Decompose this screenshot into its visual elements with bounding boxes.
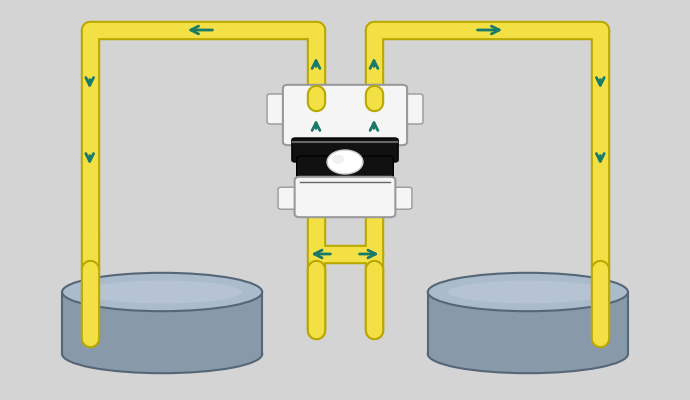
Ellipse shape (62, 273, 262, 311)
FancyBboxPatch shape (295, 177, 395, 217)
Polygon shape (62, 292, 262, 354)
FancyBboxPatch shape (292, 138, 398, 162)
FancyBboxPatch shape (297, 156, 393, 184)
Ellipse shape (332, 155, 344, 164)
Ellipse shape (428, 273, 628, 311)
Ellipse shape (428, 335, 628, 373)
Ellipse shape (327, 150, 363, 174)
Polygon shape (428, 292, 628, 354)
FancyBboxPatch shape (381, 187, 412, 209)
FancyBboxPatch shape (390, 94, 423, 124)
Ellipse shape (82, 280, 242, 304)
FancyBboxPatch shape (278, 187, 309, 209)
Ellipse shape (448, 280, 608, 304)
FancyBboxPatch shape (267, 94, 300, 124)
FancyBboxPatch shape (283, 85, 407, 145)
Ellipse shape (62, 335, 262, 373)
